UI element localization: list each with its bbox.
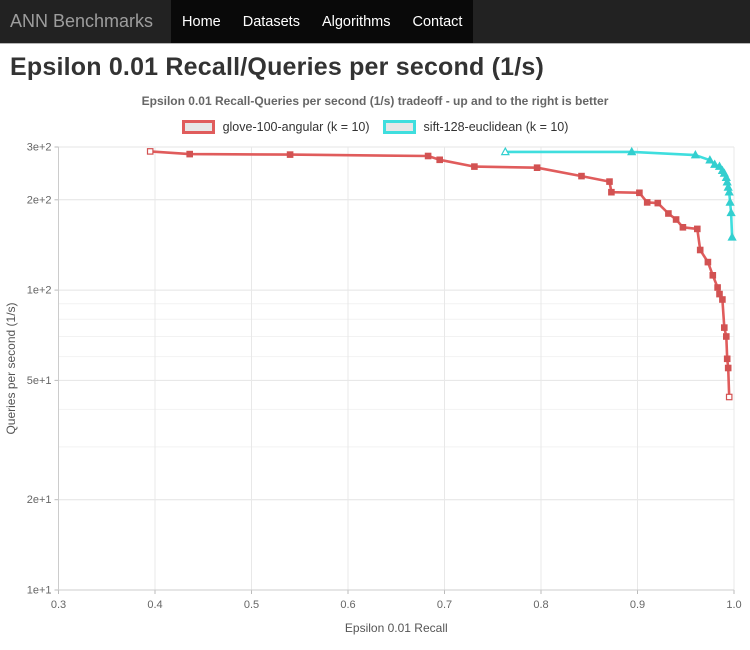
svg-text:5e+1: 5e+1 <box>27 375 52 387</box>
navbar-brand[interactable]: ANN Benchmarks <box>10 11 154 31</box>
legend-entry-glove: glove-100-angular (k = 10) <box>181 120 370 134</box>
chart-svg: 3e+2 2e+2 1e+2 5e+1 2e+1 1e+1 0.3 0.4 0.5 0.6 0.7 0… <box>4 142 742 636</box>
svg-text:0.5: 0.5 <box>244 599 259 611</box>
nav-item-algorithms[interactable]: Algorithms <box>321 13 391 30</box>
legend-entry-sift: sift-128-euclidean (k = 10) <box>382 120 569 134</box>
chart: 3e+2 2e+2 1e+2 5e+1 2e+1 1e+1 0.3 0.4 0.5 0.6 0.7 0… <box>0 140 750 645</box>
x-axis-label: Epsilon 0.01 Recall <box>345 621 448 635</box>
legend-swatch-sift-icon <box>382 120 416 134</box>
svg-text:2e+2: 2e+2 <box>27 194 52 206</box>
svg-text:2e+1: 2e+1 <box>27 494 52 506</box>
legend-label-sift: sift-128-euclidean (k = 10) <box>423 120 569 134</box>
page-title: Epsilon 0.01 Recall/Queries per second (… <box>10 53 545 81</box>
svg-text:0.4: 0.4 <box>147 599 162 611</box>
svg-text:0.8: 0.8 <box>533 599 548 611</box>
navbar: ANN Benchmarks Home Datasets Algorithms … <box>0 0 750 44</box>
svg-text:0.3: 0.3 <box>51 599 66 611</box>
svg-text:1e+2: 1e+2 <box>27 285 52 297</box>
nav-item-contact[interactable]: Contact <box>412 13 463 30</box>
legend-label-glove: glove-100-angular (k = 10) <box>222 120 370 134</box>
legend-swatch-glove-icon <box>181 120 215 134</box>
y-axis-label: Queries per second (1/s) <box>4 302 18 434</box>
chart-legend: glove-100-angular (k = 10) sift-128-eucl… <box>0 120 750 134</box>
svg-text:1e+1: 1e+1 <box>27 585 52 597</box>
navbar-menu: Home Datasets Algorithms Contact <box>171 0 474 43</box>
svg-text:0.7: 0.7 <box>437 599 452 611</box>
svg-text:0.6: 0.6 <box>340 599 355 611</box>
nav-item-datasets[interactable]: Datasets <box>242 13 300 30</box>
nav-item-home[interactable]: Home <box>182 13 221 30</box>
svg-text:0.9: 0.9 <box>630 599 645 611</box>
svg-text:1.0: 1.0 <box>726 599 741 611</box>
svg-text:3e+2: 3e+2 <box>27 142 52 154</box>
chart-title: Epsilon 0.01 Recall-Queries per second (… <box>141 94 609 108</box>
